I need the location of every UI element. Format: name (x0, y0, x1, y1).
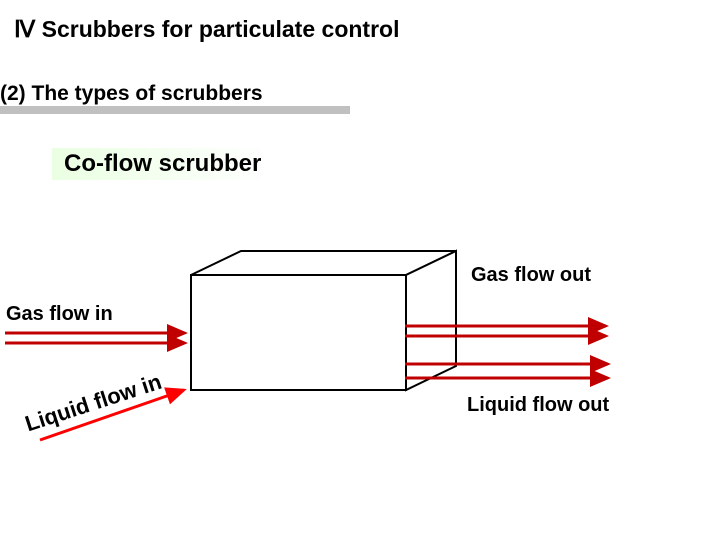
diagram-svg (0, 0, 720, 540)
